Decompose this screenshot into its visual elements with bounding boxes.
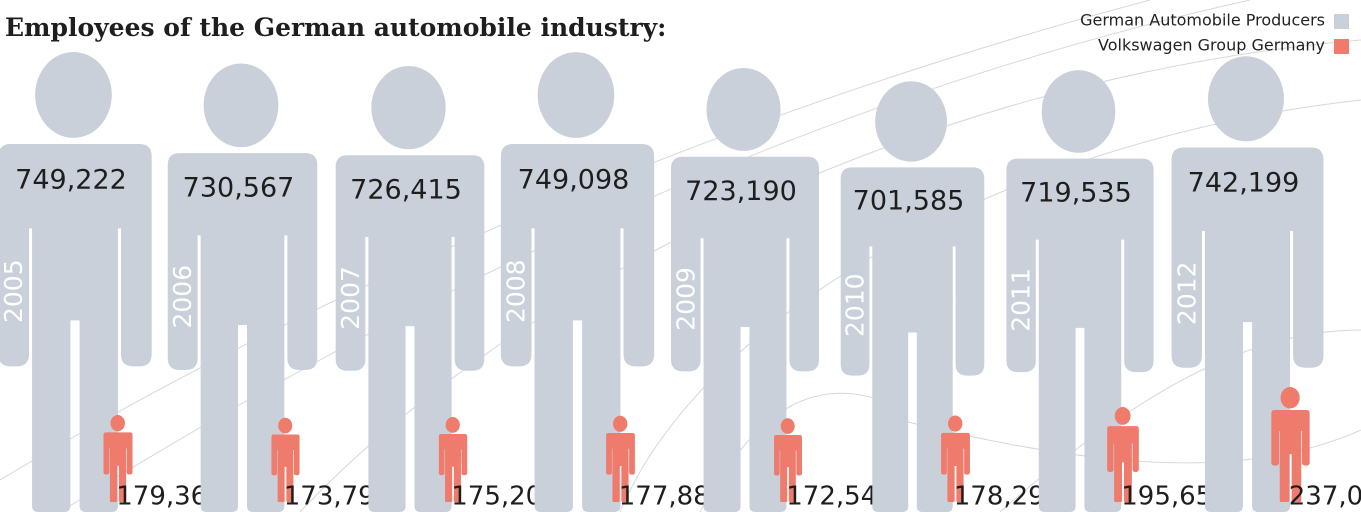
vw-figure <box>438 417 468 502</box>
employee-figure <box>0 52 152 512</box>
value-label: 701,585 <box>853 185 965 216</box>
chart-title: Employees of the German automobile indus… <box>5 13 666 42</box>
year-label: 2009 <box>671 267 700 331</box>
legend-label: German Automobile Producers <box>1080 11 1325 30</box>
vw-figure <box>1107 407 1139 502</box>
employee-figure <box>1006 70 1154 512</box>
year-label: 2012 <box>1172 261 1201 325</box>
year-label: 2007 <box>336 266 365 330</box>
value-label: 749,098 <box>518 164 630 195</box>
legend-swatch <box>1334 39 1349 54</box>
legend-swatch <box>1334 14 1349 29</box>
employee-figure <box>840 81 985 512</box>
value-label: 726,415 <box>350 174 462 205</box>
value-label: 742,199 <box>1188 167 1300 198</box>
year-label: 2010 <box>841 273 870 337</box>
year-label: 2011 <box>1007 268 1036 332</box>
vw-figure <box>941 415 970 502</box>
value-label: 719,535 <box>1020 177 1132 208</box>
vw-figure <box>1271 387 1310 502</box>
year-label: 2008 <box>502 259 531 323</box>
value-label: 730,567 <box>183 173 295 204</box>
year-label: 2005 <box>0 259 28 323</box>
vw-figure <box>103 414 133 502</box>
employee-figure <box>670 68 820 512</box>
employee-figure <box>335 66 485 512</box>
year-label: 2006 <box>168 265 197 329</box>
value-label: 237,080 <box>1289 482 1361 512</box>
value-label: 749,222 <box>15 164 127 195</box>
legend-label: Volkswagen Group Germany <box>1098 36 1325 55</box>
vw-figure <box>606 415 635 502</box>
employee-figure <box>167 63 318 512</box>
vw-figure <box>271 417 300 502</box>
vw-figure <box>774 418 802 502</box>
value-label: 723,190 <box>685 176 797 207</box>
employee-figure <box>500 52 655 512</box>
